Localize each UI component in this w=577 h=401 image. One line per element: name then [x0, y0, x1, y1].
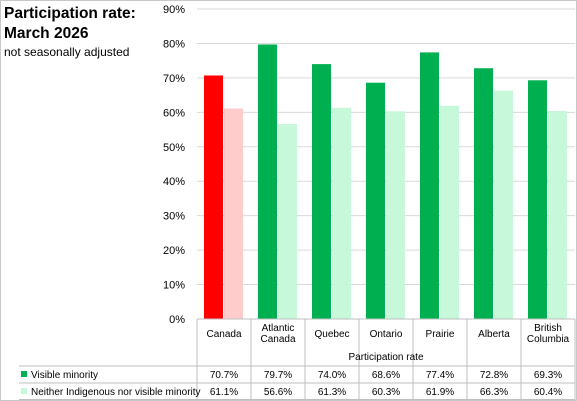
- table-value: 61.9%: [426, 387, 454, 398]
- table-value: 72.8%: [480, 370, 508, 381]
- y-tick-label: 0%: [169, 314, 185, 326]
- y-tick-label: 70%: [163, 73, 185, 85]
- x-axis-title: Participation rate: [348, 352, 423, 363]
- table-value: 70.7%: [210, 370, 238, 381]
- table-value: 61.1%: [210, 387, 238, 398]
- y-tick-label: 90%: [163, 4, 185, 16]
- y-tick-label: 10%: [163, 280, 185, 292]
- bar-visible-minority: [312, 64, 331, 319]
- category-label: Quebec: [314, 329, 349, 340]
- bar-neither: [548, 110, 567, 319]
- category-label: Atlantic: [262, 323, 295, 334]
- y-tick-label: 30%: [163, 211, 185, 223]
- category-label: Alberta: [478, 329, 510, 340]
- legend-label: Visible minority: [31, 370, 98, 381]
- legend-key: [21, 388, 27, 394]
- y-tick-label: 20%: [163, 245, 185, 257]
- category-label: Columbia: [527, 334, 570, 345]
- table-value: 77.4%: [426, 370, 454, 381]
- table-value: 79.7%: [264, 370, 292, 381]
- bar-neither: [332, 107, 351, 319]
- bar-visible-minority: [420, 52, 439, 320]
- legend-key: [21, 371, 27, 377]
- chart-title: Participation rate: March 2026: [4, 5, 136, 42]
- bar-visible-minority: [474, 68, 493, 319]
- table-value: 74.0%: [318, 370, 346, 381]
- category-label: Canada: [260, 334, 295, 345]
- y-tick-label: 50%: [163, 142, 185, 154]
- y-tick-label: 80%: [163, 38, 185, 50]
- legend-label: Neither Indigenous nor visible minority: [31, 387, 201, 398]
- bar-neither: [224, 108, 243, 320]
- bar-neither: [440, 105, 459, 320]
- chart-subtitle: not seasonally adjusted: [4, 45, 130, 59]
- bar-visible-minority: [258, 44, 277, 319]
- table-value: 60.3%: [372, 387, 400, 398]
- y-tick-label: 60%: [163, 107, 185, 119]
- table-value: 68.6%: [372, 370, 400, 381]
- bar-neither: [386, 111, 405, 319]
- bar-neither: [494, 90, 513, 319]
- category-label: Canada: [206, 329, 241, 340]
- table-value: 66.3%: [480, 387, 508, 398]
- table-value: 56.6%: [264, 387, 292, 398]
- category-label: Ontario: [370, 329, 403, 340]
- category-label: Prairie: [426, 329, 455, 340]
- y-tick-label: 40%: [163, 176, 185, 188]
- table-value: 69.3%: [534, 370, 562, 381]
- bar-visible-minority: [366, 82, 385, 319]
- bar-visible-minority: [528, 80, 547, 319]
- table-value: 60.4%: [534, 387, 562, 398]
- bar-neither: [278, 124, 297, 320]
- table-value: 61.3%: [318, 387, 346, 398]
- bar-visible-minority: [204, 75, 223, 319]
- category-label: British: [534, 323, 562, 334]
